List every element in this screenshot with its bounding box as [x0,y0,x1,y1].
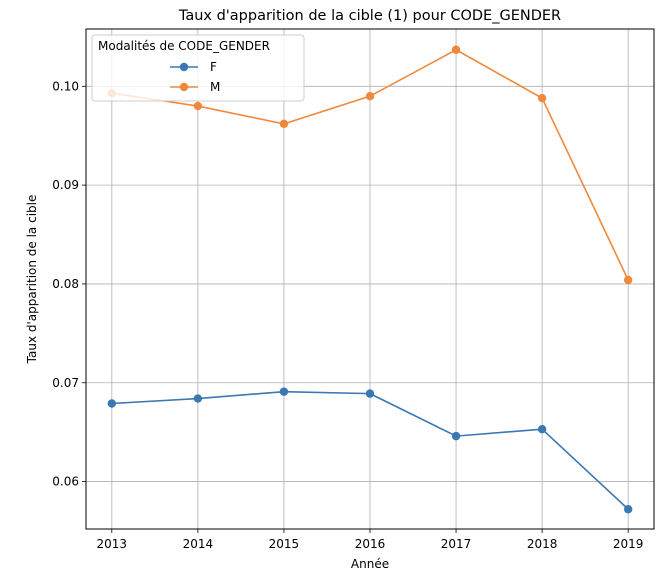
x-tick-label: 2013 [97,537,128,551]
data-point-f [107,399,117,408]
legend-box [91,34,305,102]
data-point-m [193,101,203,111]
data-point-m [365,91,375,101]
y-tick-label: 0.10 [52,79,79,93]
legend-marker-m [179,82,189,92]
data-point-m [623,275,633,285]
x-tick-label: 2014 [183,537,214,551]
data-point-f [365,389,375,398]
x-tick-label: 2015 [269,537,300,551]
chart-title: Taux d'apparition de la cible (1) pour C… [178,8,561,24]
x-tick-label: 2018 [527,537,558,551]
x-tick-label: 2019 [613,537,644,551]
x-tick-label: 2016 [355,537,386,551]
legend-label-m: M [210,80,220,94]
data-point-m [279,119,289,129]
x-tick-label: 2017 [441,537,472,551]
y-axis-label: Taux d'apparition de la cible [25,195,39,365]
data-point-m [537,93,547,103]
tick-layer: 2013 2014 2015 2016 2017 2018 2019 0.06 0.07 0.08… [52,79,643,551]
y-tick-label: 0.09 [52,178,79,192]
grid-layer [86,29,654,529]
y-tick-label: 0.07 [52,376,79,390]
data-point-f [193,394,203,403]
legend-entries: FM [170,60,220,94]
legend-label-f: F [210,60,217,74]
data-point-f [279,387,289,396]
x-axis-label: Année [351,557,389,571]
data-point-f [451,431,461,441]
legend-title: Modalités de CODE_GENDER [98,39,270,53]
data-point-f [623,505,633,514]
legend: Modalités de CODE_GENDER FM [91,34,305,102]
data-point-m [451,45,461,54]
y-tick-label: 0.08 [52,277,79,291]
legend-marker-f [179,62,189,72]
data-point-f [537,424,547,434]
y-tick-label: 0.06 [52,475,79,489]
